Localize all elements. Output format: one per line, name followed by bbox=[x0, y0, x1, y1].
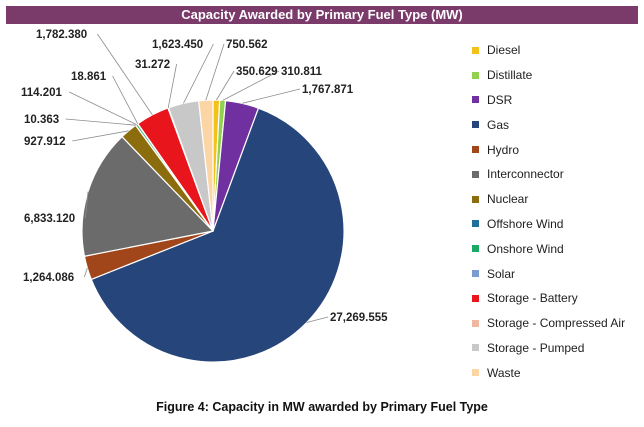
leader-line-storage-compressed-air bbox=[167, 63, 177, 108]
data-label-onshore-wind: 114.201 bbox=[21, 87, 63, 99]
pie-slice-gas bbox=[90, 107, 345, 363]
leader-line-diesel bbox=[216, 70, 235, 101]
leader-line-storage-battery bbox=[97, 33, 153, 116]
legend-item-solar: Solar bbox=[472, 261, 642, 286]
legend-item-interconnector: Interconnector bbox=[472, 162, 642, 187]
legend-label: Offshore Wind bbox=[487, 216, 564, 231]
leader-line-dsr bbox=[242, 88, 301, 104]
legend-swatch bbox=[472, 344, 479, 352]
legend-label: Storage - Compressed Air bbox=[487, 316, 626, 331]
data-label-interconnector: 6,833.120 bbox=[24, 213, 75, 225]
figure-caption: Figure 4: Capacity in MW awarded by Prim… bbox=[156, 400, 488, 414]
data-label-nuclear: 927.912 bbox=[24, 136, 66, 148]
legend-item-dsr: DSR bbox=[472, 88, 642, 113]
data-label-solar: 18.861 bbox=[71, 71, 107, 83]
data-label-distillate: 310.811 bbox=[281, 66, 323, 78]
legend-label: DSR bbox=[487, 92, 513, 107]
legend-swatch bbox=[472, 146, 479, 154]
legend-swatch bbox=[472, 96, 479, 104]
chart-title: Capacity Awarded by Primary Fuel Type (M… bbox=[6, 6, 638, 24]
data-label-storage-battery: 1,782.380 bbox=[36, 29, 87, 41]
leader-line-waste bbox=[205, 43, 225, 101]
data-label-storage-compressed-air: 31.272 bbox=[135, 59, 170, 71]
legend-item-storage-compressed-air: Storage - Compressed Air bbox=[472, 311, 642, 336]
legend-label: Storage - Battery bbox=[487, 291, 578, 306]
leader-line-distillate bbox=[222, 70, 280, 101]
legend-item-gas: Gas bbox=[472, 112, 642, 137]
legend-item-onshore-wind: Onshore Wind bbox=[472, 236, 642, 261]
legend-label: Waste bbox=[487, 365, 521, 380]
chart-legend: Diesel Distillate DSR Gas Hydro Interconnecto… bbox=[472, 38, 642, 385]
leader-line-solar bbox=[112, 75, 139, 124]
legend-label: Distillate bbox=[487, 68, 533, 83]
legend-label: Storage - Pumped bbox=[487, 340, 585, 355]
legend-swatch bbox=[472, 195, 479, 203]
legend-item-distillate: Distillate bbox=[472, 63, 642, 88]
legend-swatch bbox=[472, 71, 479, 79]
data-label-offshore-wind: 10.363 bbox=[24, 114, 59, 126]
leader-line-offshore-wind bbox=[65, 118, 136, 126]
legend-swatch bbox=[472, 294, 479, 302]
data-labels: 350.629 310.811 1,767.871 27,269.555 1,264.0… bbox=[21, 29, 388, 324]
legend-item-nuclear: Nuclear bbox=[472, 187, 642, 212]
legend-swatch bbox=[472, 245, 479, 253]
pie-slices bbox=[81, 99, 345, 363]
leader-lines bbox=[65, 33, 329, 323]
legend-label: Hydro bbox=[487, 142, 520, 157]
legend-item-offshore-wind: Offshore Wind bbox=[472, 212, 642, 237]
data-label-gas: 27,269.555 bbox=[330, 312, 388, 324]
legend-label: Nuclear bbox=[487, 192, 529, 207]
data-label-diesel: 350.629 bbox=[236, 66, 278, 78]
leader-line-hydro bbox=[84, 267, 88, 278]
legend-swatch bbox=[472, 369, 479, 377]
pie-chart: 350.629 310.811 1,767.871 27,269.555 1,264.0… bbox=[21, 29, 388, 363]
legend-item-storage-battery: Storage - Battery bbox=[472, 286, 642, 311]
legend-swatch bbox=[472, 319, 479, 327]
leader-line-gas bbox=[306, 316, 329, 323]
legend-label: Diesel bbox=[487, 43, 521, 58]
legend-item-storage-pumped: Storage - Pumped bbox=[472, 336, 642, 361]
leader-line-nuclear bbox=[72, 130, 129, 142]
legend-label: Solar bbox=[487, 266, 516, 281]
legend-item-diesel: Diesel bbox=[472, 38, 642, 63]
data-label-hydro: 1,264.086 bbox=[23, 272, 74, 284]
data-label-storage-pumped: 1,623.450 bbox=[152, 39, 203, 51]
data-label-dsr: 1,767.871 bbox=[302, 84, 354, 96]
legend-swatch bbox=[472, 46, 479, 54]
leader-line-storage-pumped bbox=[183, 43, 214, 104]
legend-label: Interconnector bbox=[487, 167, 564, 182]
legend-swatch bbox=[472, 170, 479, 178]
legend-swatch bbox=[472, 270, 479, 278]
legend-label: Gas bbox=[487, 117, 510, 132]
leader-line-interconnector bbox=[85, 191, 89, 219]
legend-item-waste: Waste bbox=[472, 360, 642, 385]
legend-swatch bbox=[472, 121, 479, 129]
pie-slice-interconnector bbox=[81, 135, 215, 257]
legend-label: Onshore Wind bbox=[487, 241, 564, 256]
legend-swatch bbox=[472, 220, 479, 228]
data-label-waste: 750.562 bbox=[226, 39, 268, 51]
legend-item-hydro: Hydro bbox=[472, 137, 642, 162]
leader-line-onshore-wind bbox=[69, 91, 137, 125]
